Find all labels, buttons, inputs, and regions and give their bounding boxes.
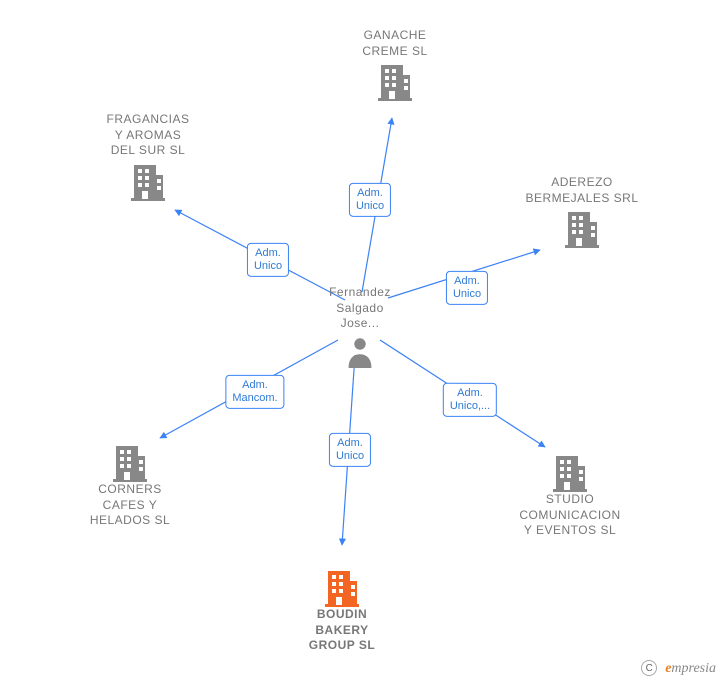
building-icon bbox=[565, 210, 599, 248]
watermark-brand: empresia bbox=[665, 661, 716, 676]
building-icon bbox=[553, 454, 587, 492]
person-icon bbox=[346, 336, 374, 368]
company-node-corners: CORNERS CAFES Y HELADOS SL bbox=[40, 440, 220, 529]
edge-label-ganache: Adm. Unico bbox=[349, 183, 391, 217]
center-person-node: Fernandez Salgado Jose... bbox=[300, 285, 420, 368]
edge-label-aderezo: Adm. Unico bbox=[446, 271, 488, 305]
edge-label-boudin: Adm. Unico bbox=[329, 433, 371, 467]
company-label: GANACHE CREME SL bbox=[305, 28, 485, 59]
company-node-ganache: GANACHE CREME SL bbox=[305, 28, 485, 101]
diagram-canvas: Fernandez Salgado Jose... GANACHE CREME … bbox=[0, 0, 728, 685]
edge-label-studio: Adm. Unico,... bbox=[443, 383, 497, 417]
watermark: C empresia bbox=[641, 659, 716, 677]
building-icon bbox=[325, 569, 359, 607]
company-label: ADEREZO BERMEJALES SRL bbox=[492, 175, 672, 206]
company-node-fragancias: FRAGANCIAS Y AROMAS DEL SUR SL bbox=[58, 112, 238, 201]
copyright-icon: C bbox=[641, 660, 657, 676]
building-icon bbox=[131, 163, 165, 201]
center-person-label: Fernandez Salgado Jose... bbox=[300, 285, 420, 332]
company-label: FRAGANCIAS Y AROMAS DEL SUR SL bbox=[58, 112, 238, 159]
company-label: BOUDIN BAKERY GROUP SL bbox=[252, 607, 432, 654]
company-node-aderezo: ADEREZO BERMEJALES SRL bbox=[492, 175, 672, 248]
building-icon bbox=[378, 63, 412, 101]
company-label: STUDIO COMUNICACION Y EVENTOS SL bbox=[480, 492, 660, 539]
building-icon bbox=[113, 444, 147, 482]
edge-label-corners: Adm. Mancom. bbox=[225, 375, 284, 409]
company-label: CORNERS CAFES Y HELADOS SL bbox=[40, 482, 220, 529]
edge-label-fragancias: Adm. Unico bbox=[247, 243, 289, 277]
company-node-boudin: BOUDIN BAKERY GROUP SL bbox=[252, 565, 432, 654]
company-node-studio: STUDIO COMUNICACION Y EVENTOS SL bbox=[480, 450, 660, 539]
